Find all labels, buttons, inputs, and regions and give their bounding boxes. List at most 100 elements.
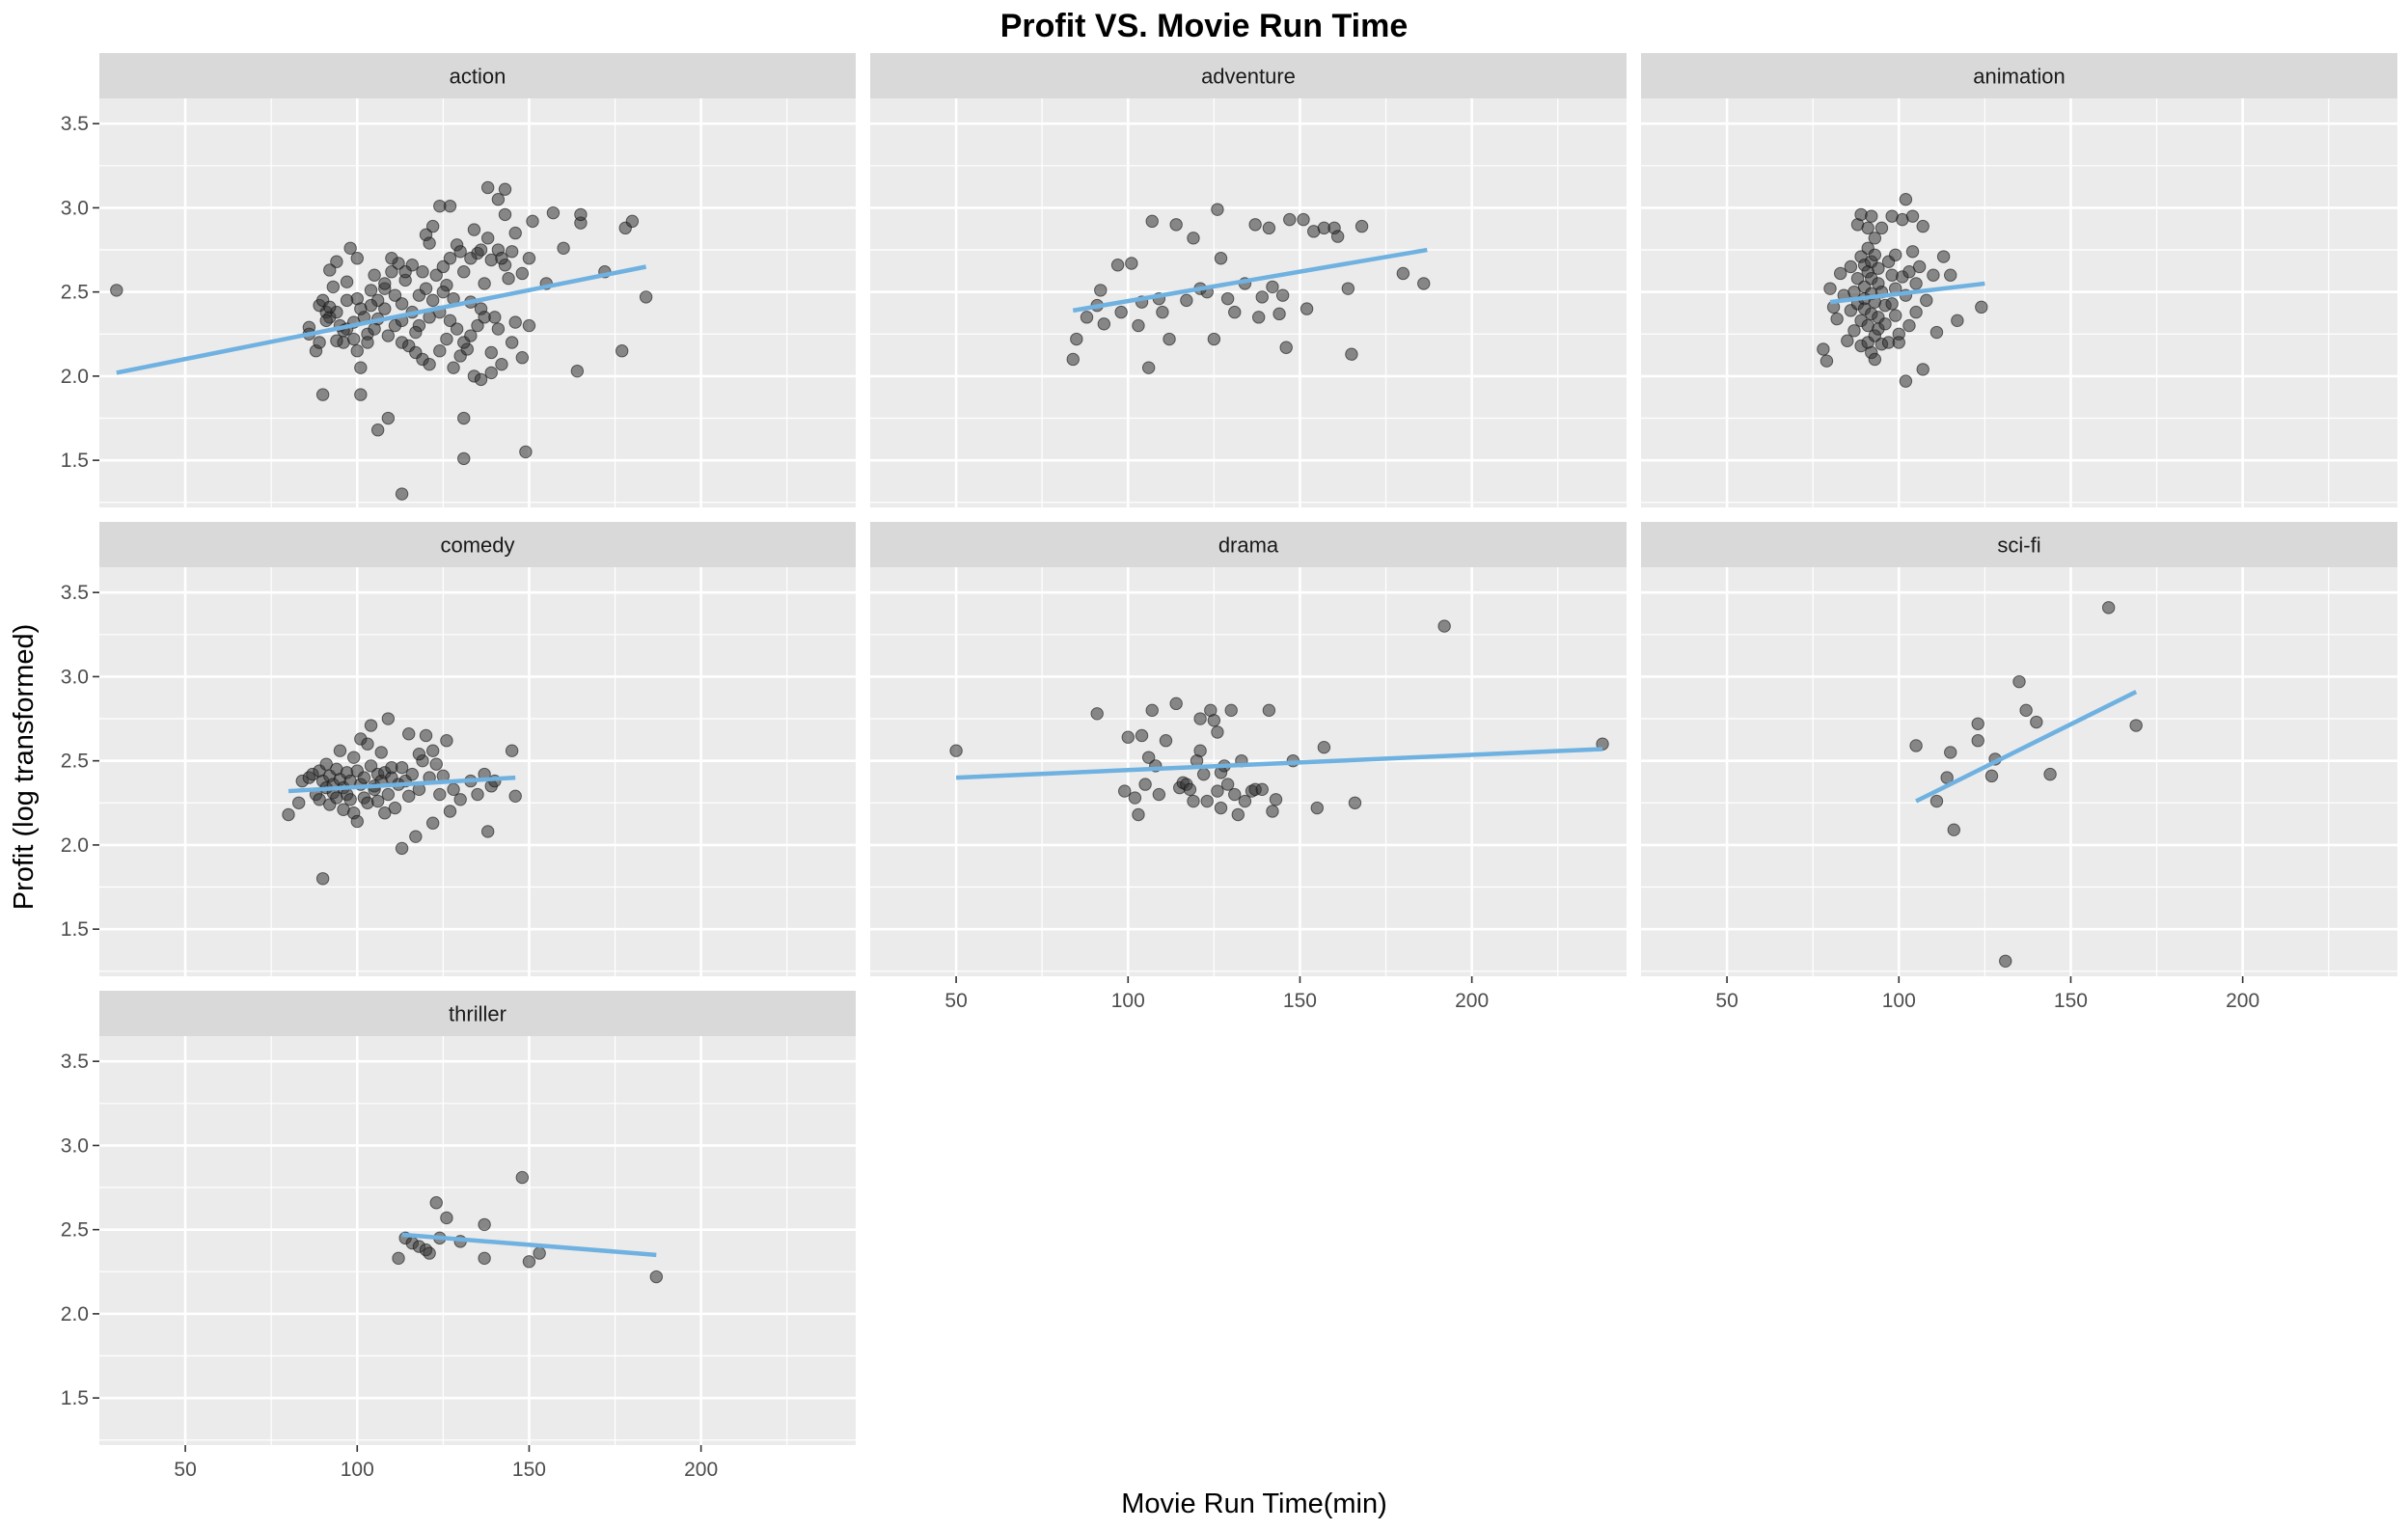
panels-layer: action 1.5 2.0 2.5 3.0 3.5 adventure animation c… [61,53,2397,1481]
strip-drama [870,522,1627,567]
data-point [1248,218,1262,232]
x-tick-label: 100 [341,1459,374,1481]
data-point [1865,209,1878,223]
panel-data-drama [949,619,1609,822]
panel-background-sci-fi [1641,567,2397,976]
strip-label-action: action [450,65,506,89]
data-point [423,357,436,371]
data-point [1266,280,1279,294]
y-tick-label: 2.0 [61,834,89,857]
data-point [1899,192,1913,206]
data-point [1193,712,1207,725]
data-point [412,747,426,761]
data-point [515,266,530,281]
data-point [364,284,378,297]
data-point [1868,248,1882,261]
data-point [416,265,429,279]
data-point [425,293,440,308]
data-point [1214,766,1228,779]
data-point [395,841,409,856]
data-point [1885,297,1899,311]
data-point [347,751,361,764]
panel-data-thriller [392,1170,664,1284]
data-point [1266,805,1279,818]
data-point [1132,318,1145,333]
data-point [2012,674,2026,689]
data-point [361,336,374,349]
data-point [2043,767,2057,781]
data-point [378,277,392,290]
data-point [508,315,522,329]
data-point [1437,619,1451,633]
data-point [1207,332,1221,346]
data-point [1207,714,1221,727]
data-point [423,1246,436,1260]
data-point [625,214,640,229]
data-point [474,372,488,387]
panel-adventure: adventure [870,53,1627,507]
data-point [385,252,398,265]
data-point [1125,257,1138,270]
data-point [505,245,519,259]
data-point [364,719,378,732]
data-point [639,290,653,304]
data-point [508,226,522,240]
panel-sci-fi: sci-fi 50 100 150 200 [1641,522,2397,1012]
data-point [2101,601,2116,615]
data-point [526,214,539,229]
y-axis-title: Profit (log transformed) [9,624,40,911]
data-point [1211,784,1224,798]
data-point [313,793,326,806]
data-point [381,787,396,802]
data-point [1892,336,1905,349]
data-point [1929,325,1944,340]
data-point [340,293,354,308]
data-point [1341,282,1355,295]
data-point [1183,782,1197,797]
data-point [1220,291,1235,306]
y-tick-label: 3.5 [61,582,89,604]
chart-title: Profit VS. Movie Run Time [1000,8,1409,44]
y-tick-label: 1.5 [61,450,89,472]
data-point [1094,284,1108,297]
data-point [1944,268,1957,282]
data-point [505,744,519,757]
y-tick-label: 3.5 [61,113,89,135]
data-point [1169,218,1183,232]
data-point [457,411,471,425]
data-point [522,1255,536,1269]
data-point [440,1211,453,1225]
y-tick-label: 1.5 [61,918,89,941]
data-point [1951,314,1964,328]
data-point [522,318,536,333]
data-point [388,288,402,302]
data-point [361,737,374,751]
panel-background-comedy [99,567,856,976]
trend-line-drama [955,747,1603,780]
data-point [436,260,451,274]
x-tick-label: 50 [174,1459,196,1481]
data-point [1272,307,1286,321]
data-point [354,388,368,401]
data-point [1159,734,1173,748]
data-point [381,329,396,342]
data-point [484,366,498,380]
data-point [319,757,333,771]
data-point [1830,312,1844,326]
data-point [350,252,364,265]
data-point [1868,232,1882,245]
panel-data-animation [1817,192,1988,388]
data-point [1283,212,1297,227]
data-point [425,816,440,830]
y-tick-label: 3.0 [61,197,89,219]
data-point [1902,318,1916,333]
data-point [2019,703,2033,718]
data-point [478,277,491,290]
data-point [378,302,392,315]
data-point [474,243,488,257]
data-point [502,271,515,286]
strip-label-thriller: thriller [449,1002,506,1026]
data-point [1251,311,1266,324]
x-tick-label: 50 [944,990,967,1012]
